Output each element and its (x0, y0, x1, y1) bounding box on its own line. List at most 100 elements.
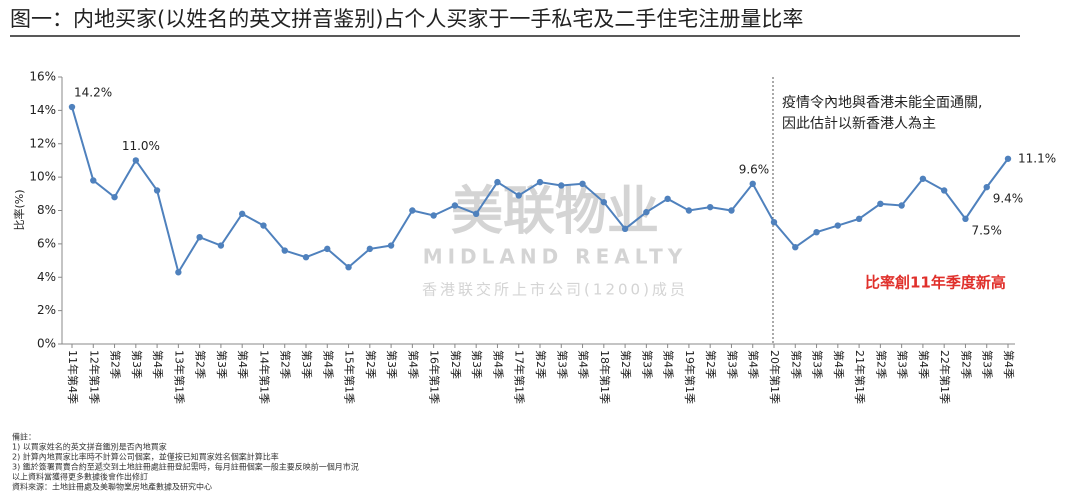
footnote: 以上資料當獲得更多數據後會作出修訂 (12, 472, 148, 482)
x-tick-label: 第3季 (555, 350, 569, 379)
point (558, 182, 565, 189)
annotation: 因此估計以新香港人為主 (782, 116, 936, 132)
data-label: 14.2% (74, 86, 112, 100)
point (111, 193, 118, 201)
annotation: 比率創11年季度新高 (865, 274, 1006, 292)
point (324, 245, 331, 253)
annotation: 疫情令內地與香港未能全面通關, (782, 94, 982, 111)
point (366, 245, 374, 253)
data-label: 11.0% (122, 139, 160, 153)
y-tick-label: 6% (37, 236, 56, 250)
data-label: 11.1% (1018, 151, 1056, 165)
x-tick-label: 第3季 (215, 350, 229, 379)
point (600, 198, 608, 206)
x-tick-label: 22年第1季 (938, 350, 952, 404)
point (834, 222, 842, 229)
x-tick-label: 第4季 (236, 350, 250, 379)
x-tick-label: 第3季 (130, 350, 144, 379)
footnote: 備註： (12, 432, 36, 442)
x-tick-label: 第4季 (577, 350, 591, 379)
x-tick-label: 11年第4季 (66, 350, 80, 404)
point (90, 177, 97, 184)
x-tick-label: 14年第1季 (257, 350, 271, 404)
point (962, 215, 969, 223)
point (898, 202, 905, 209)
y-tick-label: 14% (29, 103, 56, 117)
y-tick-label: 8% (37, 203, 56, 217)
x-tick-label: 16年第1季 (428, 350, 442, 404)
x-tick-label: 20年第1季 (768, 350, 782, 404)
point (302, 254, 310, 261)
footnote: 1) 以買家姓名的英文拼音鑑別是否內地買家 (12, 442, 167, 452)
point (1004, 155, 1012, 162)
y-tick-label: 10% (29, 170, 56, 184)
x-tick-label: 第4季 (491, 350, 505, 379)
x-tick-label: 第2季 (874, 350, 888, 379)
data-label: 9.6% (739, 162, 770, 176)
x-tick-label: 第3季 (470, 350, 484, 379)
x-tick-label: 17年第1季 (513, 350, 527, 404)
point (770, 218, 778, 226)
point (749, 180, 756, 187)
x-tick-label: 第2季 (619, 350, 633, 379)
x-tick-label: 第2季 (364, 350, 378, 379)
y-tick-label: 0% (37, 337, 56, 351)
x-tick-label: 第4季 (151, 350, 165, 379)
x-tick-label: 第4季 (662, 350, 676, 379)
point (196, 234, 203, 241)
point (940, 187, 948, 194)
x-tick-label: 第2季 (279, 350, 293, 379)
point (643, 208, 650, 216)
data-label: 7.5% (971, 223, 1002, 237)
y-tick-label: 2% (37, 303, 56, 317)
point (855, 215, 863, 223)
x-tick-label: 第3季 (300, 350, 314, 379)
x-tick-label: 第2季 (789, 350, 803, 379)
x-tick-label: 19年第1季 (683, 350, 697, 404)
data-label: 9.4% (993, 192, 1024, 206)
x-tick-label: 第4季 (321, 350, 335, 379)
x-tick-label: 第4季 (1002, 350, 1016, 379)
point (983, 183, 990, 191)
x-tick-label: 15年第1季 (343, 350, 357, 404)
y-tick-label: 16% (29, 70, 56, 84)
x-tick-label: 第3季 (640, 350, 654, 379)
x-tick-label: 第2季 (194, 350, 208, 379)
x-tick-label: 第4季 (747, 350, 761, 379)
x-tick-label: 第4季 (917, 350, 931, 379)
point (281, 247, 288, 254)
x-tick-label: 第4季 (406, 350, 420, 379)
x-tick-label: 第4季 (832, 350, 846, 379)
point (515, 192, 522, 199)
watermark: 香港联交所上市公司(1200)成员 (422, 281, 688, 299)
point (706, 203, 714, 211)
point (260, 222, 267, 229)
x-tick-label: 13年第1季 (172, 350, 186, 404)
x-tick-label: 第2季 (959, 350, 973, 379)
x-tick-label: 第3季 (385, 350, 399, 379)
point (175, 269, 182, 276)
point (153, 187, 161, 194)
point (919, 175, 927, 182)
point (685, 207, 693, 214)
y-tick-label: 4% (37, 270, 56, 284)
point (238, 210, 246, 218)
footnote: 2) 計算內地買家比率時不計算公司個案，並僅按已知買家姓名個案計算比率 (12, 452, 279, 462)
x-tick-label: 第3季 (725, 350, 739, 379)
point (387, 242, 395, 249)
watermark: MIDLAND REALTY (423, 245, 688, 269)
point (217, 242, 225, 249)
footnote: 3) 鑑於簽署買賣合約至遞交到土地註冊處註冊登記需時，每月註冊個案一般主要反映前… (12, 462, 359, 472)
x-tick-label: 第2季 (704, 350, 718, 379)
point (409, 207, 416, 214)
watermark: 美联物业 (451, 182, 659, 242)
x-tick-label: 第2季 (449, 350, 463, 379)
point (536, 178, 544, 186)
chart-title: 图一：内地买家(以姓名的英文拼音鉴别)占个人买家于一手私宅及二手住宅注册量比率 (10, 7, 803, 31)
point (877, 200, 884, 208)
point (68, 103, 76, 111)
x-tick-label: 21年第1季 (853, 350, 867, 404)
x-tick-label: 第3季 (981, 350, 995, 379)
point (664, 195, 671, 203)
